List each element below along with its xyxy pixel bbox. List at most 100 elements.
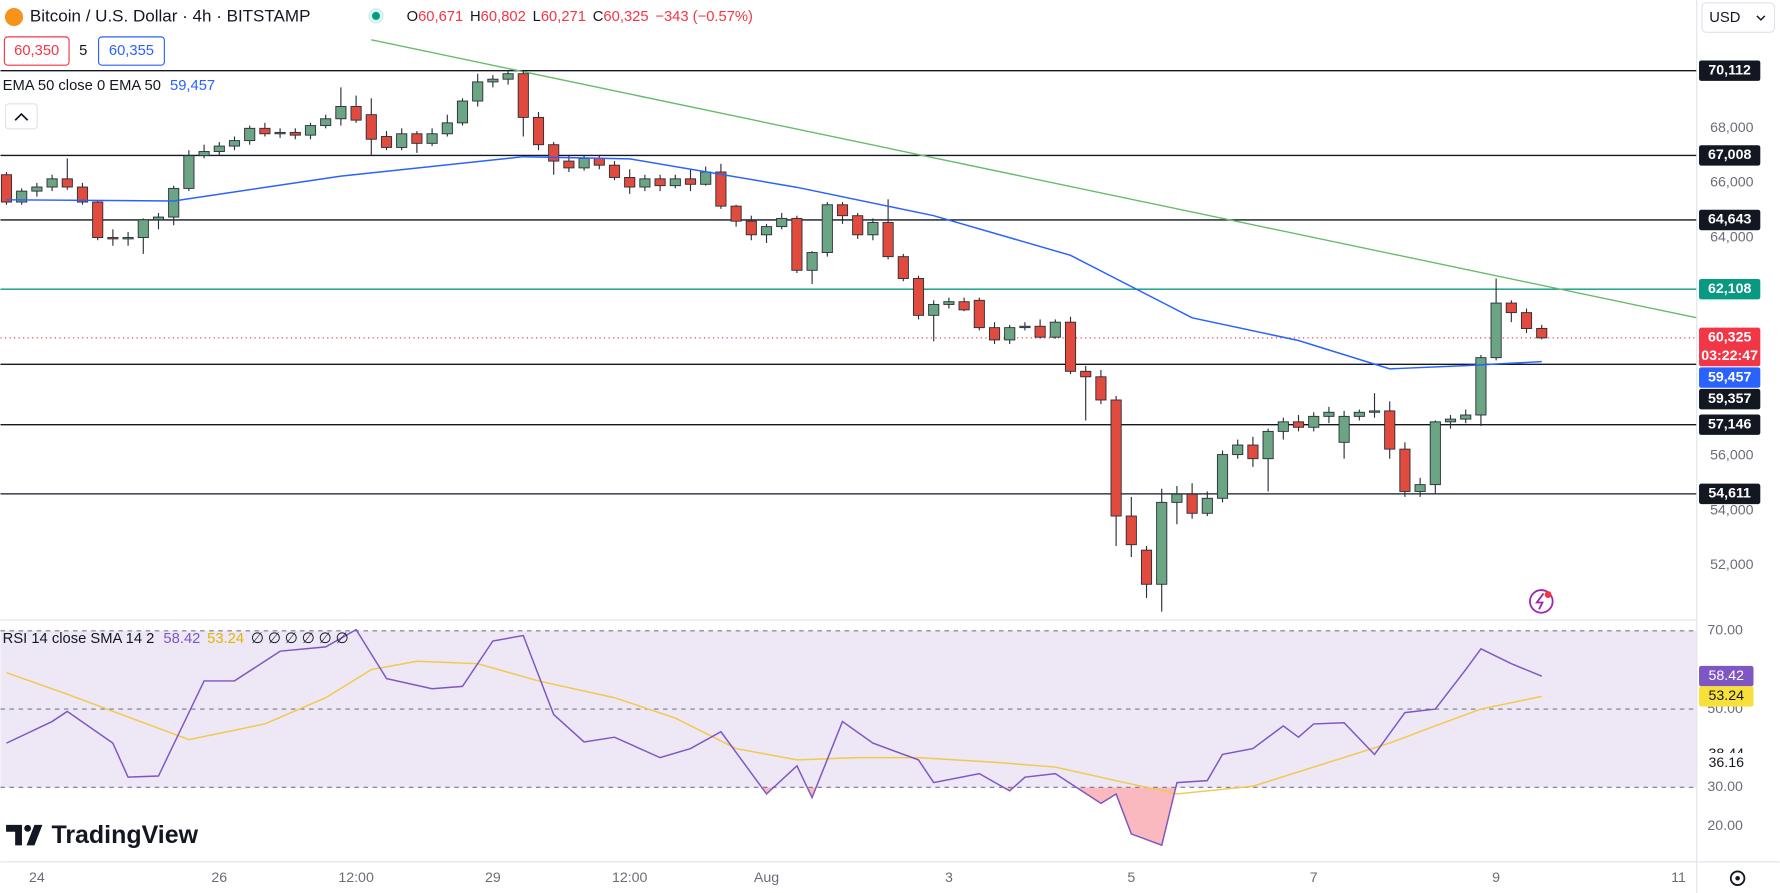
symbol[interactable]: Bitcoin / U.S. Dollar · 4h · BITSTAMP (30, 7, 311, 26)
candle-body (259, 127, 271, 135)
rsi-value-label: 58.42 (1709, 668, 1745, 684)
candle-body (1429, 421, 1441, 486)
rsi-legend: RSI 14 close SMA 14 2 58.42 53.24 ∅ ∅ ∅ ∅ ∅… (3, 631, 349, 647)
price-tag-label: 03:22:47 (1701, 348, 1758, 364)
candle-body (228, 140, 241, 147)
candle-body (730, 205, 742, 222)
change: −343 (−0.57%) (655, 9, 753, 25)
ohlc-letter: L (533, 9, 541, 25)
spread: 5 (79, 43, 87, 59)
rsi-legend-value: 58.42 (163, 631, 200, 647)
candle-body (61, 178, 73, 188)
rsi-sma-line (6, 660, 1542, 795)
candle-body (1034, 325, 1046, 338)
candle-body (608, 164, 621, 178)
candle-body (1505, 302, 1517, 314)
alert-badge (1544, 591, 1552, 598)
candle-body (1308, 415, 1320, 428)
candle-body (639, 178, 651, 188)
candle-body (46, 178, 58, 188)
currency-select[interactable] (1701, 2, 1776, 33)
candle-body (1536, 327, 1548, 339)
candle-body (304, 125, 317, 136)
y-tick-label: 68,000 (1710, 120, 1753, 136)
candle-body (350, 106, 362, 121)
candle-body (335, 106, 347, 120)
candle-body (396, 133, 408, 148)
x-tick-label: 3 (945, 870, 953, 886)
candle-body (1444, 418, 1457, 423)
ask[interactable]: 60,355 (109, 43, 154, 59)
ohlc-letter: O (407, 9, 418, 25)
price-tag (1699, 60, 1761, 81)
candle-body (821, 204, 833, 254)
candle-body (1125, 515, 1137, 546)
candle-body (1414, 484, 1426, 492)
candle-body (912, 278, 925, 316)
candle-body (1338, 415, 1350, 443)
candle-body (198, 151, 210, 157)
price-tag-label: 62,108 (1708, 281, 1751, 297)
candle-body (760, 226, 773, 236)
candle-body (1490, 302, 1502, 359)
rsi-tick-label: 70.00 (1707, 623, 1743, 639)
oversold-fill (6, 787, 1542, 846)
candle-body (882, 222, 894, 258)
candle-body (1095, 376, 1107, 401)
price-tag-label: 60,325 (1708, 330, 1751, 346)
candle-body (532, 116, 545, 146)
candle-body (137, 219, 149, 238)
trend-line (371, 39, 1697, 319)
candle-body (365, 114, 377, 140)
candle-body (1232, 444, 1244, 456)
candle-body (274, 131, 286, 135)
rsi-pane (0, 628, 1697, 847)
ohlc-value: 60,271 (541, 9, 586, 25)
collapse-button[interactable] (4, 103, 38, 130)
price-tag (1699, 367, 1761, 388)
alert-icon[interactable] (1529, 589, 1554, 614)
candle-body (411, 133, 423, 144)
logo-mark (6, 824, 22, 846)
candle-body (776, 217, 788, 228)
rsi-value-label: 53.24 (1709, 688, 1745, 704)
candle-body (1399, 448, 1411, 492)
x-tick-label: 26 (211, 870, 227, 886)
candle-body (958, 301, 970, 311)
candle-body (1520, 312, 1533, 329)
candle-body (1262, 430, 1274, 460)
candle-body (897, 256, 909, 279)
x-tick-label: 29 (485, 870, 501, 886)
settings-icon[interactable] (1729, 870, 1746, 886)
candle-body (183, 155, 195, 189)
x-tick-label: Aug (754, 870, 779, 886)
buy-button[interactable] (97, 36, 165, 66)
rsi-line (6, 628, 1543, 847)
candle-body (76, 186, 89, 203)
sell-button[interactable] (3, 36, 70, 66)
candle-body (1460, 414, 1472, 420)
candle-body (669, 178, 681, 187)
candle-body (380, 136, 393, 148)
price-tag-label: 70,112 (1708, 62, 1751, 78)
candle-body (213, 145, 225, 152)
ohlc-letter: C (593, 9, 604, 25)
candle-body (624, 177, 636, 188)
x-tick-label: 9 (1492, 870, 1500, 886)
brand: TradingView (51, 821, 198, 849)
logo-mark (26, 824, 43, 846)
candle-body (715, 171, 727, 207)
candle-body (1216, 454, 1229, 499)
price-tag (1699, 209, 1761, 231)
x-tick-label: 12:00 (612, 870, 648, 886)
candle-body (988, 327, 1001, 341)
candle-body (1201, 497, 1213, 514)
settings-icon-center (1735, 875, 1740, 881)
bid[interactable]: 60,350 (14, 43, 59, 59)
x-tick-label: 7 (1310, 870, 1318, 886)
price-tag (1699, 414, 1761, 435)
candle-body (0, 174, 13, 203)
currency[interactable]: USD (1709, 10, 1740, 26)
